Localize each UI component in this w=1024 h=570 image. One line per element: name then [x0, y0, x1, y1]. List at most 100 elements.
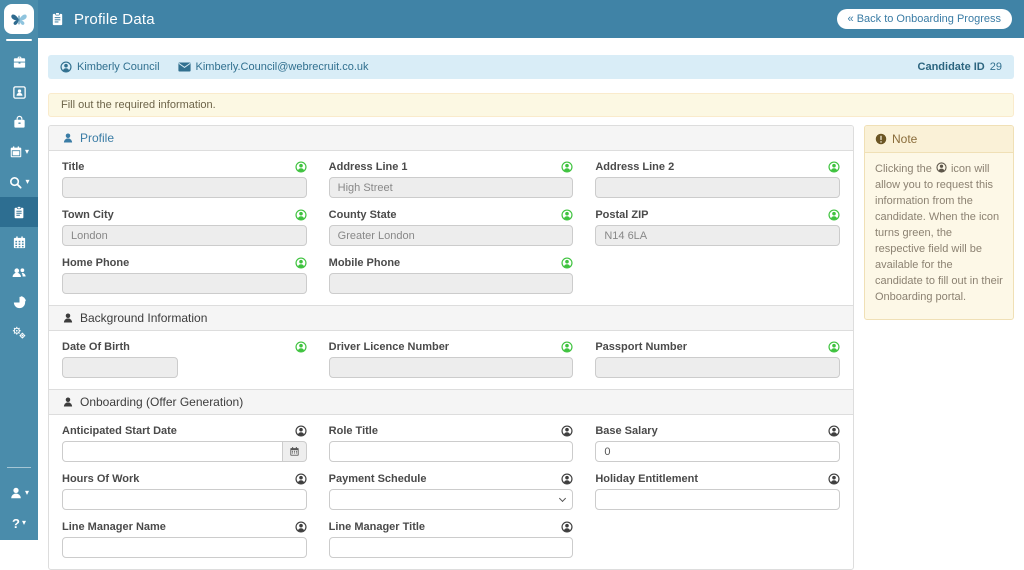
- request-from-candidate-icon[interactable]: [561, 209, 573, 221]
- gears-icon: [11, 325, 27, 340]
- input-anticipated-start-date[interactable]: [62, 441, 283, 462]
- request-from-candidate-icon[interactable]: [295, 425, 307, 437]
- clipboard-icon: [50, 11, 65, 27]
- request-from-candidate-icon[interactable]: [828, 161, 840, 173]
- section-header-background-information: Background Information: [49, 305, 853, 331]
- top-header-bar: Profile Data « Back to Onboarding Progre…: [38, 0, 1024, 38]
- note-text-after: icon will allow you to request this info…: [875, 163, 1003, 303]
- field-label-anticipated-start-date: Anticipated Start Date: [62, 425, 177, 437]
- section-title: Profile: [80, 131, 114, 145]
- request-from-candidate-icon[interactable]: [561, 341, 573, 353]
- section-title: Onboarding (Offer Generation): [80, 395, 243, 409]
- clipboard-icon: [12, 205, 26, 220]
- profile-fields-grid: TitleAddress Line 1Address Line 2Town Ci…: [49, 151, 853, 305]
- field-label-county-state: County State: [329, 209, 397, 221]
- person-icon: [62, 312, 74, 324]
- candidate-info-bar: Kimberly Council Kimberly.Council@webrec…: [48, 55, 1014, 79]
- request-from-candidate-icon[interactable]: [295, 209, 307, 221]
- candidate-name: Kimberly Council: [77, 61, 160, 73]
- input-postal-zip: [595, 225, 840, 246]
- field-line-manager-title: Line Manager Title: [329, 520, 574, 558]
- request-from-candidate-icon[interactable]: [295, 521, 307, 533]
- field-base-salary: Base Salary: [595, 424, 840, 462]
- request-from-candidate-icon[interactable]: [295, 473, 307, 485]
- request-from-candidate-icon[interactable]: [295, 341, 307, 353]
- note-panel: Note Clicking the icon will allow you to…: [864, 125, 1014, 320]
- note-body-text: Clicking the icon will allow you to requ…: [865, 153, 1013, 319]
- app-logo[interactable]: [4, 4, 34, 34]
- input-line-manager-name[interactable]: [62, 537, 307, 558]
- field-address-line-1: Address Line 1: [329, 160, 574, 198]
- input-line-manager-title[interactable]: [329, 537, 574, 558]
- back-to-onboarding-button[interactable]: « Back to Onboarding Progress: [837, 9, 1012, 29]
- input-address-line-1: [329, 177, 574, 198]
- candidate-email: Kimberly.Council@webrecruit.co.uk: [196, 61, 369, 73]
- sidebar-item-help[interactable]: ? ▾: [0, 508, 38, 538]
- field-holiday-entitlement: Holiday Entitlement: [595, 472, 840, 510]
- envelope-icon: [178, 62, 191, 72]
- request-from-candidate-icon[interactable]: [295, 257, 307, 269]
- candidate-id-chunk: Candidate ID 29: [918, 61, 1002, 73]
- field-county-state: County State: [329, 208, 574, 246]
- input-title: [62, 177, 307, 198]
- field-label-home-phone: Home Phone: [62, 257, 129, 269]
- select-payment-schedule[interactable]: [329, 489, 574, 510]
- input-home-phone: [62, 273, 307, 294]
- candidate-name-chunk: Kimberly Council: [60, 61, 160, 73]
- input-role-title[interactable]: [329, 441, 574, 462]
- field-hours-of-work: Hours Of Work: [62, 472, 307, 510]
- sidebar-item-talent-pool[interactable]: [0, 107, 38, 137]
- sidebar-bottom: ▾ ? ▾: [0, 467, 38, 540]
- sidebar-item-candidates[interactable]: [0, 77, 38, 107]
- input-holiday-entitlement[interactable]: [595, 489, 840, 510]
- sidebar-item-profile-data[interactable]: [0, 197, 38, 227]
- field-label-postal-zip: Postal ZIP: [595, 209, 648, 221]
- request-from-candidate-icon[interactable]: [828, 209, 840, 221]
- search-icon: [8, 175, 23, 190]
- field-label-driver-licence-number: Driver Licence Number: [329, 341, 449, 353]
- calendar-icon: [12, 235, 27, 250]
- request-from-candidate-icon[interactable]: [828, 425, 840, 437]
- field-label-base-salary: Base Salary: [595, 425, 657, 437]
- field-label-address-line-1: Address Line 1: [329, 161, 408, 173]
- field-label-line-manager-title: Line Manager Title: [329, 521, 425, 533]
- sidebar-item-users[interactable]: [0, 257, 38, 287]
- request-from-candidate-icon[interactable]: [561, 473, 573, 485]
- section-title: Background Information: [80, 311, 207, 325]
- request-from-candidate-icon[interactable]: [561, 257, 573, 269]
- field-label-mobile-phone: Mobile Phone: [329, 257, 401, 269]
- sidebar-item-jobs[interactable]: [0, 47, 38, 77]
- bag-icon: [12, 115, 27, 130]
- profile-form-panel: Profile TitleAddress Line 1Address Line …: [48, 125, 854, 570]
- input-base-salary[interactable]: [595, 441, 840, 462]
- user-icon: [9, 486, 23, 500]
- page-title: Profile Data: [74, 11, 155, 28]
- calendar-addon-icon[interactable]: [283, 441, 306, 462]
- field-label-date-of-birth: Date Of Birth: [62, 341, 130, 353]
- user-circle-icon: [936, 162, 947, 173]
- input-hours-of-work[interactable]: [62, 489, 307, 510]
- sidebar-item-reports[interactable]: [0, 287, 38, 317]
- request-from-candidate-icon[interactable]: [561, 425, 573, 437]
- background-fields-grid: Date Of BirthDriver Licence NumberPasspo…: [49, 331, 853, 389]
- sidebar-item-events[interactable]: ▾: [0, 137, 38, 167]
- field-label-role-title: Role Title: [329, 425, 378, 437]
- butterfly-logo-icon: [9, 9, 29, 29]
- field-label-payment-schedule: Payment Schedule: [329, 473, 427, 485]
- field-payment-schedule: Payment Schedule: [329, 472, 574, 510]
- request-from-candidate-icon[interactable]: [828, 341, 840, 353]
- request-from-candidate-icon[interactable]: [561, 161, 573, 173]
- sidebar-item-search[interactable]: ▾: [0, 167, 38, 197]
- help-icon: ?: [12, 516, 20, 531]
- field-postal-zip: Postal ZIP: [595, 208, 840, 246]
- input-passport-number: [595, 357, 840, 378]
- request-from-candidate-icon[interactable]: [295, 161, 307, 173]
- field-label-address-line-2: Address Line 2: [595, 161, 674, 173]
- sidebar-item-calendar[interactable]: [0, 227, 38, 257]
- users-icon: [11, 265, 27, 280]
- sidebar-item-settings[interactable]: [0, 317, 38, 347]
- section-header-profile: Profile: [49, 126, 853, 151]
- request-from-candidate-icon[interactable]: [828, 473, 840, 485]
- sidebar-item-account[interactable]: ▾: [0, 478, 38, 508]
- request-from-candidate-icon[interactable]: [561, 521, 573, 533]
